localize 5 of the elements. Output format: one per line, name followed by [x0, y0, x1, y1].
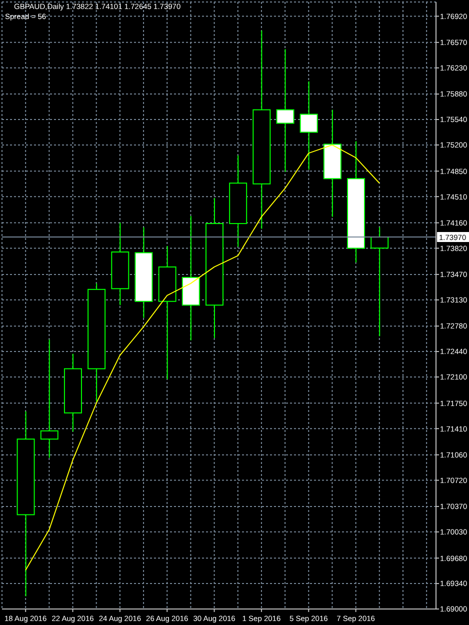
candlestick	[276, 48, 294, 172]
candlestick	[40, 339, 58, 458]
candlestick	[370, 226, 389, 337]
candlestick	[300, 80, 318, 170]
line-series	[25, 144, 380, 571]
